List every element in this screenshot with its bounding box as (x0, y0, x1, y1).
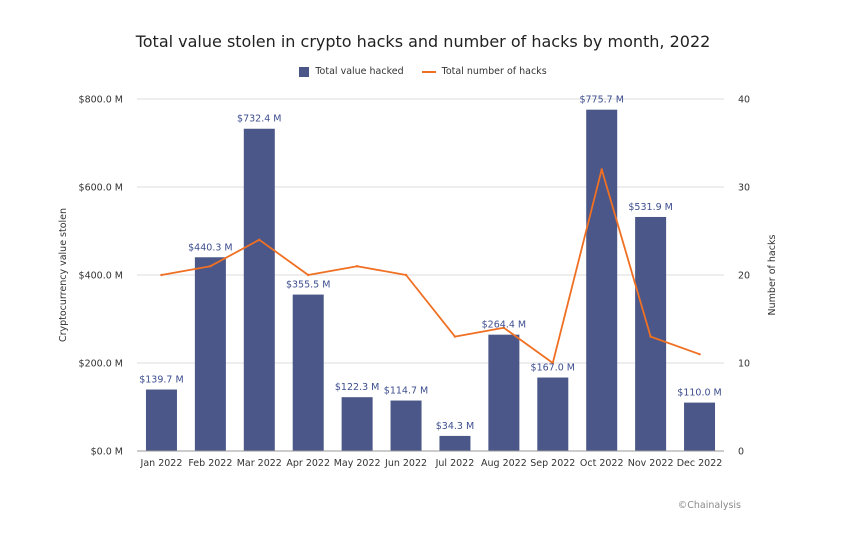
bar-value-label: $531.9 M (628, 202, 672, 213)
y2-tick-label: 10 (738, 359, 750, 370)
x-tick-label: May 2022 (334, 458, 381, 469)
legend-bar-swatch (299, 66, 310, 77)
line-point (307, 273, 310, 277)
line-point (209, 265, 212, 268)
line-point (649, 335, 652, 338)
bar-value-label: $34.3 M (436, 421, 474, 432)
line-point (453, 335, 457, 338)
bar (684, 402, 716, 451)
x-tick-label: Feb 2022 (188, 458, 232, 469)
x-tick-label: Dec 2022 (677, 458, 723, 469)
y2-tick-label: 30 (738, 183, 750, 194)
bar (439, 435, 471, 451)
line-point (502, 326, 506, 329)
line-point (404, 273, 408, 277)
x-tick-label: Apr 2022 (286, 458, 330, 469)
y-tick-label: $200.0 M (79, 359, 123, 370)
x-tick-label: Nov 2022 (628, 458, 674, 469)
bar (537, 377, 569, 451)
y-tick-label: $400.0 M (79, 271, 123, 282)
y-tick-label: $0.0 M (91, 447, 123, 458)
chart-legend: Total value hacked Total number of hacks (0, 66, 846, 77)
bar-value-label: $110.0 M (677, 388, 721, 399)
x-tick-label: Jun 2022 (384, 458, 427, 469)
line-point (600, 168, 603, 171)
bar (586, 109, 618, 451)
legend-line-swatch (421, 70, 436, 73)
bar (292, 294, 324, 451)
source-watermark: ©Chainalysis (677, 500, 741, 511)
bar-value-label: $114.7 M (384, 386, 428, 397)
line-point (355, 265, 359, 268)
bar (194, 257, 226, 451)
x-tick-label: Sep 2022 (530, 458, 575, 469)
bar (341, 397, 373, 451)
bar (390, 400, 422, 451)
legend-item-bars[interactable]: Total value hacked (299, 66, 404, 77)
line-point (160, 273, 163, 277)
bar-series (145, 109, 716, 451)
line-series (160, 168, 701, 365)
x-tick-label: Oct 2022 (580, 458, 624, 469)
x-tick-label: Jan 2022 (140, 458, 183, 469)
y2-axis-title: Number of hacks (767, 235, 778, 316)
bar-value-label: $167.0 M (531, 363, 575, 374)
y2-tick-label: 20 (738, 271, 750, 282)
bar-value-label: $122.3 M (335, 382, 379, 393)
y2-tick-label: 0 (738, 447, 744, 458)
line-point (551, 361, 554, 365)
bar-value-label: $139.7 M (139, 375, 183, 386)
legend-item-line[interactable]: Total number of hacks (421, 66, 547, 77)
legend-line-label: Total number of hacks (441, 66, 547, 77)
y-tick-label: $800.0 M (79, 95, 123, 106)
data-labels: $139.7 M $440.3 M $732.4 M $355.5 M $122.3 M… (139, 95, 722, 432)
bar (488, 334, 520, 451)
bar-value-label: $440.3 M (188, 242, 232, 253)
line-point (698, 353, 701, 356)
x-tick-label: Mar 2022 (237, 458, 282, 469)
bar-value-label: $775.7 M (579, 95, 623, 106)
chart-title: Total value stolen in crypto hacks and n… (135, 32, 711, 51)
bar-value-label: $264.4 M (482, 320, 526, 331)
y-axis-title: Cryptocurrency value stolen (58, 208, 69, 342)
bar (243, 128, 275, 451)
y2-tick-label: 40 (738, 95, 750, 106)
y-tick-label: $600.0 M (79, 183, 123, 194)
bar-value-label: $732.4 M (237, 114, 281, 125)
hacks-line (161, 168, 700, 364)
axes: $0.0 M $200.0 M $400.0 M $600.0 M $800.0 M 0 1… (58, 95, 778, 470)
x-tick-label: Aug 2022 (481, 458, 527, 469)
bar-value-label: $355.5 M (286, 280, 330, 291)
legend-bar-label: Total value hacked (315, 66, 404, 77)
bar (145, 389, 177, 451)
line-point (258, 238, 261, 241)
x-tick-label: Jul 2022 (435, 458, 475, 469)
